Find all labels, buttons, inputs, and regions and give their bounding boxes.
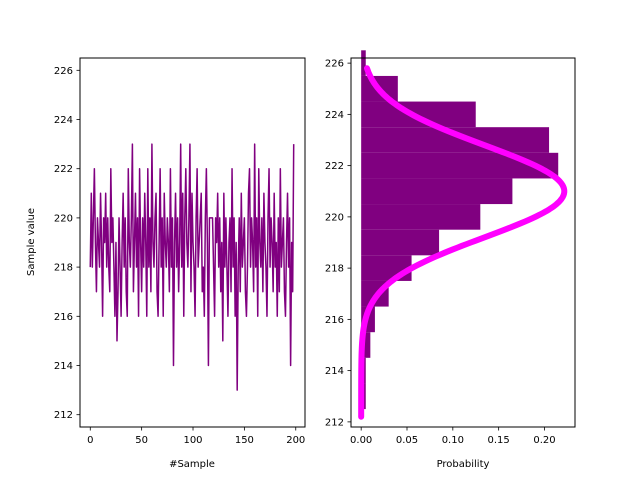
sample-trace-y-ticks: 212 214 216 218 220 222 224 226 xyxy=(54,66,80,421)
histogram-bars xyxy=(361,50,559,410)
y-tick-label: 214 xyxy=(54,361,73,372)
histogram-frame xyxy=(350,57,576,428)
y-tick-label: 220 xyxy=(54,213,73,224)
histogram-bar xyxy=(361,50,366,76)
sample-trace-plot-area xyxy=(89,143,295,391)
x-tick-label: 0.00 xyxy=(350,435,372,446)
y-tick-label: 216 xyxy=(54,312,73,323)
sample-trace-panel: 0 50 100 150 200 212 214 216 218 220 222 224 226 #S… xyxy=(26,57,306,470)
histogram-fit-curve xyxy=(358,65,568,420)
y-tick-label: 220 xyxy=(325,212,344,223)
y-tick-label: 224 xyxy=(325,110,344,121)
histogram-bar xyxy=(361,332,371,358)
x-tick-label: 200 xyxy=(286,435,305,446)
histogram-x-label: Probability xyxy=(437,459,490,470)
sample-trace-y-label: Sample value xyxy=(26,208,37,276)
y-tick-label: 226 xyxy=(54,66,73,77)
histogram-bar xyxy=(361,178,513,205)
y-tick-label: 224 xyxy=(54,115,73,126)
y-tick-label: 214 xyxy=(325,366,344,377)
y-tick-label: 226 xyxy=(325,59,344,70)
histogram-bar xyxy=(361,255,412,281)
y-tick-label: 212 xyxy=(54,410,73,421)
y-tick-label: 218 xyxy=(325,264,344,275)
y-tick-label: 218 xyxy=(54,263,73,274)
histogram-y-ticks: 212 214 216 218 220 222 224 226 xyxy=(325,59,351,428)
y-tick-label: 216 xyxy=(325,315,344,326)
sample-trace-line xyxy=(89,143,295,391)
histogram-bar xyxy=(361,101,476,128)
histogram-panel: 0.00 0.05 0.10 0.15 0.20 2122142162182202222… xyxy=(325,50,576,470)
y-tick-label: 222 xyxy=(325,161,344,172)
x-tick-label: 100 xyxy=(183,435,202,446)
sample-trace-x-label: #Sample xyxy=(169,459,215,470)
histogram-bar xyxy=(361,152,559,179)
sample-trace-frame xyxy=(79,57,306,428)
sample-trace-x-ticks: 0 50 100 150 200 xyxy=(87,427,305,446)
x-tick-label: 0.15 xyxy=(488,435,510,446)
x-tick-label: 0 xyxy=(87,435,93,446)
x-tick-label: 0.20 xyxy=(533,435,555,446)
x-tick-label: 50 xyxy=(135,435,148,446)
histogram-bar xyxy=(361,204,481,230)
histogram-bar xyxy=(361,229,440,256)
x-tick-label: 150 xyxy=(235,435,254,446)
histogram-fit-curve-group xyxy=(358,65,568,420)
histogram-x-ticks: 0.00 0.05 0.10 0.15 0.20 xyxy=(350,427,556,446)
x-tick-label: 0.10 xyxy=(442,435,464,446)
y-tick-label: 212 xyxy=(325,417,344,428)
y-tick-label: 222 xyxy=(54,164,73,175)
x-tick-label: 0.05 xyxy=(396,435,418,446)
